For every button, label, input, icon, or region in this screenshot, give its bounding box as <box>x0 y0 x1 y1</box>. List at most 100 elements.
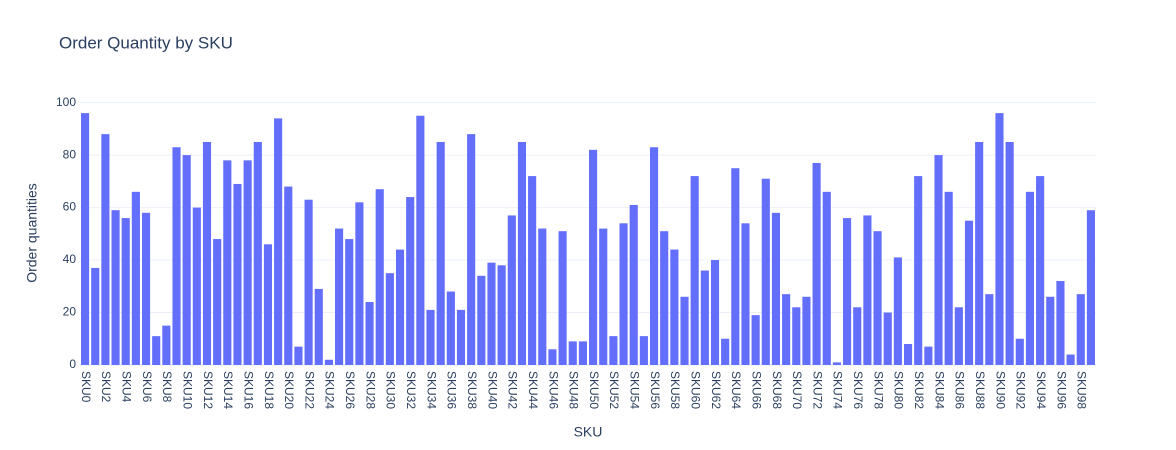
bar <box>995 113 1004 366</box>
bar <box>1025 191 1035 365</box>
x-tick-label: SKU52 <box>607 371 621 409</box>
bar <box>954 307 963 365</box>
x-tick-label: SKU6 <box>140 371 154 403</box>
bar <box>792 307 801 365</box>
bar <box>964 220 974 365</box>
bar <box>172 147 181 365</box>
y-tick-label: 20 <box>63 305 77 319</box>
bar <box>406 197 415 365</box>
bar <box>477 275 486 365</box>
x-tick-label: SKU88 <box>973 371 987 409</box>
bar <box>182 155 191 365</box>
bar <box>853 307 862 365</box>
x-tick-label: SKU26 <box>343 371 357 409</box>
bar <box>456 309 466 365</box>
x-tick-label: SKU18 <box>262 371 276 409</box>
bar <box>619 223 628 365</box>
bar <box>375 189 384 365</box>
x-tick-label: SKU16 <box>241 371 255 409</box>
bar <box>335 228 344 365</box>
bar <box>843 218 852 365</box>
y-tick-label: 40 <box>63 252 77 266</box>
x-tick-label: SKU38 <box>465 371 479 409</box>
x-tick-label: SKU34 <box>424 371 438 409</box>
bar <box>1056 281 1065 365</box>
bar <box>751 315 760 365</box>
bar <box>568 341 577 365</box>
bar <box>893 257 902 365</box>
x-tick-label: SKU84 <box>932 371 946 409</box>
x-tick-label: SKU92 <box>1014 371 1028 409</box>
bar <box>101 134 110 365</box>
x-tick-label: SKU46 <box>546 371 560 409</box>
bar <box>609 336 618 365</box>
bar <box>1076 294 1085 365</box>
bar <box>1066 354 1075 365</box>
x-tick-label: SKU70 <box>790 371 804 409</box>
x-tick-label: SKU80 <box>892 371 906 409</box>
bar <box>1015 338 1024 365</box>
bar <box>649 147 659 365</box>
bar <box>507 215 516 365</box>
bar <box>578 341 587 365</box>
bar <box>812 162 821 365</box>
bar <box>599 228 608 365</box>
bar <box>1086 210 1095 365</box>
bar <box>1036 176 1045 365</box>
bar <box>924 346 933 365</box>
x-tick-label: SKU2 <box>99 371 113 403</box>
x-tick-label: SKU0 <box>79 371 93 403</box>
bar <box>660 231 669 365</box>
x-tick-label: SKU50 <box>587 371 601 409</box>
bar <box>761 178 770 365</box>
bar <box>497 265 506 365</box>
bar <box>192 207 201 365</box>
x-tick-label: SKU66 <box>749 371 763 409</box>
bar <box>873 231 882 365</box>
bar <box>975 141 984 365</box>
bar <box>1046 296 1055 365</box>
x-tick-label: SKU94 <box>1034 371 1048 409</box>
x-tick-label: SKU44 <box>526 371 540 409</box>
y-tick-label: 60 <box>63 200 77 214</box>
x-tick-label: SKU14 <box>221 371 235 409</box>
x-tick-label: SKU4 <box>120 371 134 403</box>
bar <box>782 294 791 365</box>
x-tick-label: SKU62 <box>709 371 723 409</box>
bar <box>446 291 455 365</box>
bar <box>731 168 740 365</box>
x-tick-label: SKU32 <box>404 371 418 409</box>
bar <box>436 141 445 365</box>
bar <box>355 202 364 365</box>
x-tick-label: SKU42 <box>506 371 520 409</box>
bar <box>162 325 171 365</box>
bar <box>985 294 994 365</box>
bar <box>670 249 679 365</box>
x-tick-label: SKU90 <box>993 371 1007 409</box>
bar <box>680 296 689 365</box>
bar <box>416 115 425 365</box>
x-tick-label: SKU22 <box>302 371 316 409</box>
bar <box>903 344 913 365</box>
bar <box>934 155 943 365</box>
bar <box>822 191 831 365</box>
x-tick-label: SKU56 <box>648 371 662 409</box>
bar <box>131 191 140 365</box>
bar <box>324 359 333 365</box>
bar <box>345 239 354 365</box>
x-tick-label: SKU74 <box>831 371 845 409</box>
bar <box>771 212 781 365</box>
bar <box>213 239 222 365</box>
x-axis-title: SKU <box>574 424 603 440</box>
bar <box>639 336 648 365</box>
y-tick-label: 80 <box>63 147 77 161</box>
x-tick-label: SKU30 <box>384 371 398 409</box>
bar <box>832 362 841 365</box>
x-tick-label: SKU12 <box>201 371 215 409</box>
bar <box>253 141 262 365</box>
x-tick-label: SKU10 <box>181 371 195 409</box>
x-tick-label: SKU20 <box>282 371 296 409</box>
bar <box>629 204 638 365</box>
bar <box>304 199 313 365</box>
